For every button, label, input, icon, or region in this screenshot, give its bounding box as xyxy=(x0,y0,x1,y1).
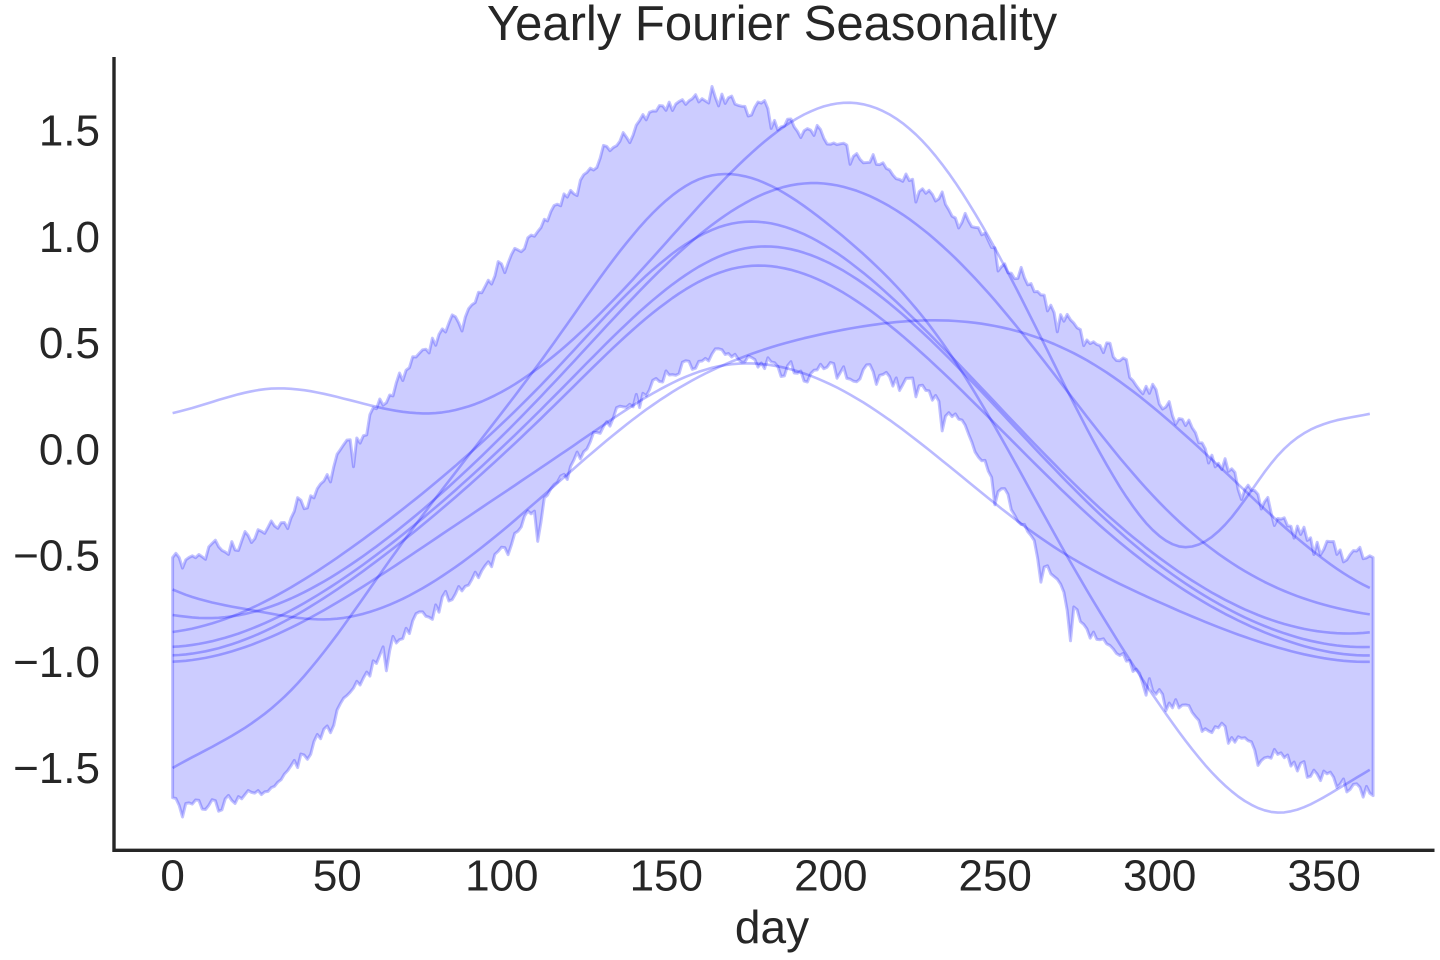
svg-text:0.0: 0.0 xyxy=(39,425,100,474)
svg-text:−1.5: −1.5 xyxy=(13,744,100,793)
svg-text:−1.0: −1.0 xyxy=(13,638,100,687)
svg-text:300: 300 xyxy=(1123,852,1196,901)
svg-text:−0.5: −0.5 xyxy=(13,532,100,581)
svg-text:day: day xyxy=(735,901,809,953)
svg-text:200: 200 xyxy=(794,852,867,901)
svg-text:0.5: 0.5 xyxy=(39,319,100,368)
svg-text:50: 50 xyxy=(313,852,362,901)
svg-text:150: 150 xyxy=(630,852,703,901)
svg-text:0: 0 xyxy=(160,852,184,901)
svg-text:1.0: 1.0 xyxy=(39,213,100,262)
svg-text:250: 250 xyxy=(958,852,1031,901)
svg-text:Yearly Fourier Seasonality: Yearly Fourier Seasonality xyxy=(487,0,1058,51)
svg-text:100: 100 xyxy=(465,852,538,901)
svg-text:350: 350 xyxy=(1287,852,1360,901)
svg-text:1.5: 1.5 xyxy=(39,107,100,156)
